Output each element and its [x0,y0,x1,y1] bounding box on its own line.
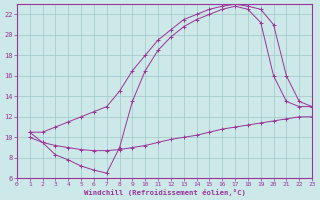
X-axis label: Windchill (Refroidissement éolien,°C): Windchill (Refroidissement éolien,°C) [84,189,245,196]
